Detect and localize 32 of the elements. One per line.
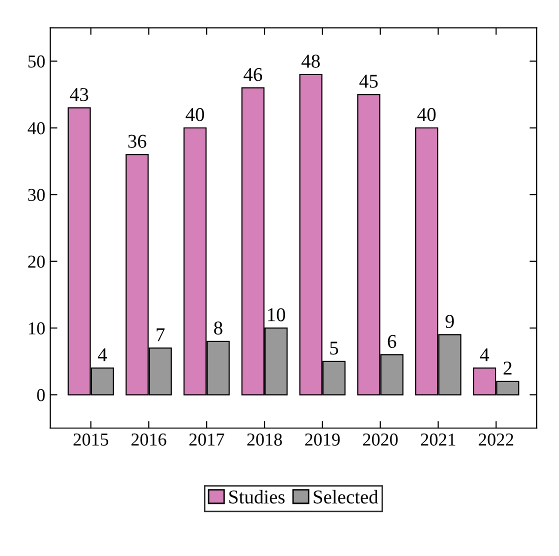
data-label: 9 (446, 314, 454, 328)
y-tick-label: 40 (28, 122, 45, 134)
x-tick-label: 2015 (74, 434, 108, 446)
data-label: 8 (214, 322, 222, 335)
data-label: 10 (268, 308, 286, 322)
data-label: 6 (388, 334, 396, 348)
y-tick-label: 20 (28, 256, 45, 268)
data-label: 43 (70, 88, 88, 102)
y-tick-label: 30 (28, 188, 45, 202)
data-label: 7 (156, 328, 165, 342)
data-label: 4 (98, 348, 107, 362)
data-label: 46 (244, 68, 262, 82)
data-label: 36 (128, 134, 146, 148)
y-tick-label: 10 (28, 322, 45, 334)
x-tick-label: 2017 (189, 434, 224, 446)
x-tick-label: 2022 (478, 434, 514, 446)
data-label: 48 (302, 54, 320, 68)
data-label: 2 (504, 362, 512, 374)
x-tick-label: 2016 (131, 434, 166, 446)
x-tick-label: 2019 (305, 434, 340, 446)
y-tick-label: 50 (28, 55, 45, 68)
data-label: 40 (417, 108, 436, 122)
data-label: 40 (186, 108, 204, 122)
legend-label: Selected (314, 490, 378, 504)
x-tick-label: 2018 (247, 434, 282, 446)
y-tick-label: 0 (37, 389, 45, 402)
x-tick-label: 2020 (363, 434, 398, 446)
data-label: 45 (359, 74, 378, 88)
data-label: 5 (330, 342, 338, 355)
data-label: 4 (480, 348, 490, 362)
legend-label: Studies (229, 490, 285, 504)
x-tick-label: 2021 (420, 434, 456, 446)
